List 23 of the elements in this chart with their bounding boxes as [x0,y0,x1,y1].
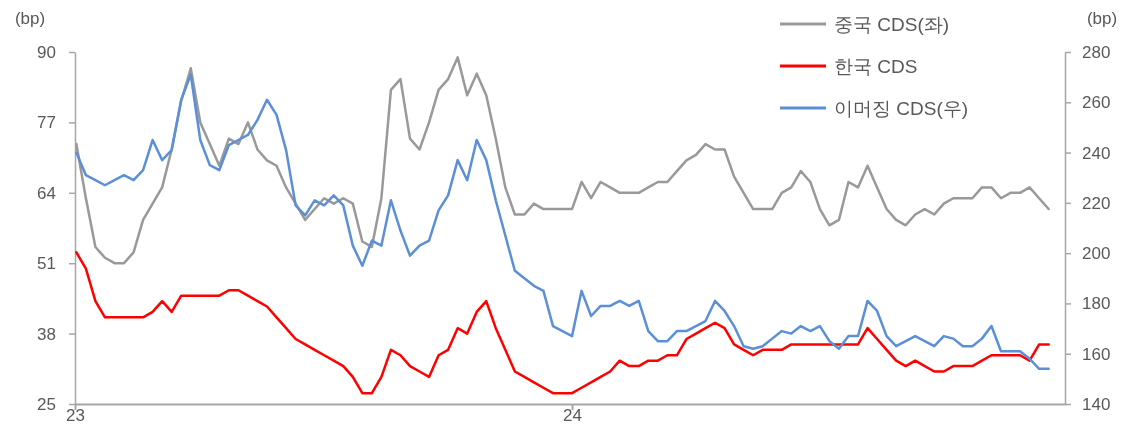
legend-label: 한국 CDS [834,55,918,77]
y2-tick-label: 200 [1082,244,1111,264]
x-tick-label: 24 [563,406,582,425]
y-tick-label: 38 [37,324,56,344]
y-tick-label: 25 [37,394,56,414]
y-axis-title: (bp) [14,9,46,28]
y2-tick-label: 240 [1082,143,1111,163]
y2-tick-label: 280 [1082,42,1111,62]
y2-tick-label: 220 [1082,193,1111,213]
y-tick-label: 51 [37,254,56,274]
y2-tick-label: 260 [1082,93,1111,113]
line-series [75,56,1050,265]
y2-axis-title: (bp) [1086,9,1118,28]
legend-label: 이머징 CDS(우) [834,97,969,119]
x-tick-label: 23 [66,406,85,425]
y-tick-label: 77 [37,113,56,133]
y2-tick-label: 140 [1082,394,1111,414]
line-series [75,251,1050,395]
legend-label: 중국 CDS(좌) [834,13,950,35]
y-tick-label: 90 [37,42,56,62]
y2-tick-label: 160 [1082,344,1111,364]
y2-tick-label: 180 [1082,294,1111,314]
y-tick-label: 64 [37,183,56,203]
